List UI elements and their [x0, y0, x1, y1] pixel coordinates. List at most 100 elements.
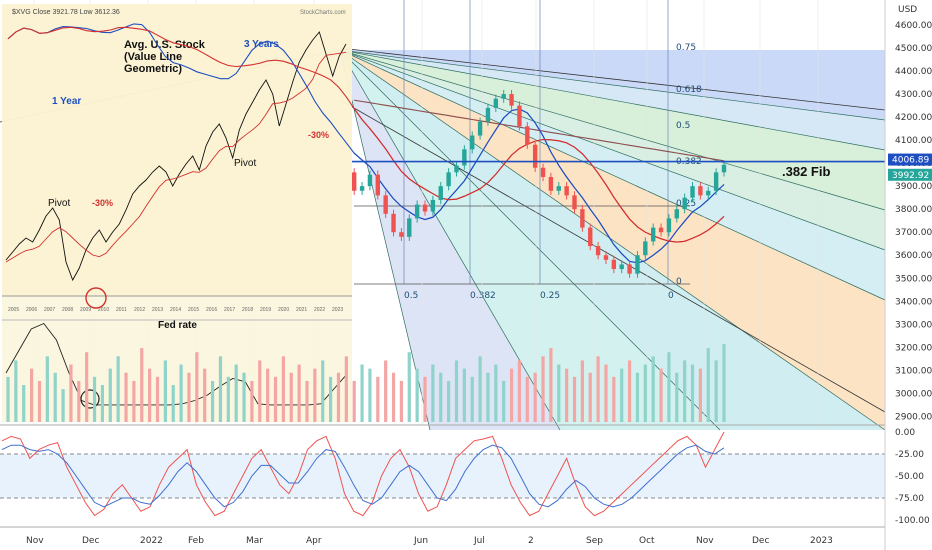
candle-body — [509, 94, 514, 106]
volume-bar — [171, 385, 175, 422]
volume-bar — [321, 360, 325, 422]
inset-year-label: 2023 — [332, 307, 343, 313]
volume-bar — [14, 360, 18, 422]
price-tag-bg — [888, 168, 932, 181]
volume-bar — [588, 372, 592, 422]
candle-body — [580, 209, 585, 228]
price-y-axis: 2900.00 3000.00 3100.00 3200.00 3300.00 3400.… — [895, 21, 932, 422]
y-tick-label: 3300.00 — [895, 320, 932, 330]
volume-bar — [281, 356, 285, 422]
inset-title-2: (Value Line — [124, 51, 182, 63]
volume-bar — [675, 372, 679, 422]
x-tick-label: 2 — [528, 536, 534, 546]
volume-bar — [124, 372, 128, 422]
fib-fan-lower-line — [339, 99, 886, 413]
volume-bar — [509, 368, 514, 422]
candle-body — [407, 218, 412, 237]
candle-body — [682, 197, 687, 210]
y-tick-label: 3000.00 — [895, 389, 932, 399]
volume-bar — [627, 360, 632, 422]
candle-body — [485, 107, 491, 122]
volume-bar — [423, 376, 427, 422]
candle-body — [367, 174, 373, 187]
inset-year-label: 2022 — [314, 307, 325, 313]
candle-body — [470, 135, 475, 150]
candle-body — [359, 186, 365, 191]
candle-body — [619, 264, 624, 270]
fib-fan-outer-line — [339, 47, 886, 111]
volume-bar — [37, 380, 42, 422]
stoch-tick-label: 0.00 — [895, 428, 915, 438]
inset-year-label: 2015 — [188, 307, 199, 313]
candle-body — [422, 204, 428, 212]
inset-year-label: 2011 — [116, 307, 127, 313]
x-tick-label: Apr — [306, 536, 322, 546]
volume-bar — [494, 364, 498, 422]
volume-bar — [61, 389, 65, 422]
fib-time-label-3: 0 — [668, 291, 674, 301]
volume-bar — [6, 376, 10, 422]
inset-year-label: 2019 — [260, 307, 271, 313]
three-years-label: 3 Years — [244, 39, 279, 50]
candle-body — [383, 195, 388, 214]
candle-body — [462, 149, 467, 166]
candle-body — [525, 126, 530, 145]
fib-fan-line-2 — [339, 49, 886, 211]
inset-price-series — [5, 31, 347, 282]
stoch-tick-label: -25.00 — [895, 450, 924, 460]
candle-body — [532, 144, 538, 168]
candle-body — [375, 174, 381, 196]
fed-rate-label: Fed rate — [158, 320, 197, 331]
candle-body — [572, 195, 577, 210]
candle-body — [698, 186, 703, 196]
candle-body — [650, 227, 656, 242]
stoch-tick-label: -75.00 — [895, 494, 924, 504]
inset-year-label: 2012 — [134, 307, 145, 313]
candle-body — [540, 167, 546, 177]
y-tick-label: 3400.00 — [895, 297, 932, 307]
ma-fast-line-left — [7, 23, 725, 264]
volume-bar — [454, 360, 459, 422]
volume-bar — [478, 356, 482, 422]
y-tick-label: 4500.00 — [895, 44, 932, 54]
volume-bar — [226, 376, 230, 422]
candle-body — [690, 186, 695, 198]
volume-bar — [30, 368, 34, 422]
fib-fan-line-7 — [339, 49, 561, 431]
volume-bar — [651, 356, 655, 422]
volume-bar — [572, 376, 577, 422]
volume-bar — [399, 380, 404, 422]
volume-bar — [336, 372, 341, 422]
x-tick-label: Sep — [586, 536, 603, 546]
candle-body — [643, 241, 648, 256]
inset-year-label: 2020 — [278, 307, 289, 313]
volume-bar — [376, 376, 380, 422]
volume-bar — [470, 376, 474, 422]
fib-fan-label-5: 0 — [676, 277, 682, 287]
fib-fan-line-5 — [339, 49, 886, 431]
x-tick-label: Nov — [696, 536, 714, 546]
volume-bar — [100, 385, 105, 422]
candle-body — [564, 186, 569, 196]
x-tick-label: Jul — [473, 536, 485, 546]
inset-year-label: 2010 — [98, 307, 109, 313]
volume-bar — [635, 372, 640, 422]
candle-body — [438, 186, 443, 200]
volume-bar — [289, 372, 293, 422]
candle-body — [674, 209, 679, 219]
volume-bar — [179, 364, 183, 422]
volume-bar — [557, 364, 561, 422]
volume-bar — [258, 360, 262, 422]
candle-body — [477, 121, 483, 136]
volume-bar — [242, 372, 246, 422]
volume-bar — [132, 380, 136, 422]
volume-bar — [163, 360, 167, 422]
volume-bar — [250, 380, 254, 422]
volume-bar — [462, 368, 466, 422]
volume-bar — [140, 348, 144, 422]
inset-year-label: 2007 — [44, 307, 55, 313]
volume-bars — [6, 344, 726, 422]
stochastic-panel: 0.00 -25.00 -50.00 -75.00 -100.00 — [0, 428, 930, 526]
x-tick-label: Jun — [413, 536, 428, 546]
